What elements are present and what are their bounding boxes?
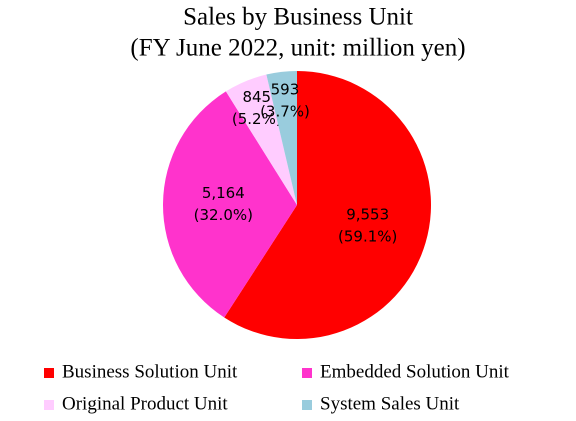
percent-label: (32.0%) (194, 206, 253, 224)
legend-label: Embedded Solution Unit (320, 361, 510, 382)
pie-slice (162, 91, 297, 318)
pie-slice (225, 74, 297, 206)
data-label: 593 (271, 81, 300, 99)
chart-subtitle: (FY June 2022, unit: million yen) (130, 35, 465, 62)
legend-swatch (302, 368, 312, 378)
percent-label: (5.2%) (232, 110, 282, 128)
legend-swatch (44, 368, 54, 378)
legend-swatch (302, 400, 312, 410)
chart-title: Sales by Business Unit (183, 4, 413, 31)
data-label: 5,164 (202, 184, 245, 202)
pie-slice (224, 71, 432, 339)
data-label: 845 (242, 88, 271, 106)
legend-label: Original Product Unit (62, 393, 228, 414)
legend-label: System Sales Unit (320, 393, 460, 414)
percent-label: (59.1%) (338, 227, 397, 245)
legend-label: Business Solution Unit (62, 361, 238, 382)
data-label: 9,553 (346, 205, 389, 223)
legend-swatch (44, 400, 54, 410)
pie-slice (266, 71, 297, 205)
percent-label: (3.7%) (260, 103, 310, 121)
